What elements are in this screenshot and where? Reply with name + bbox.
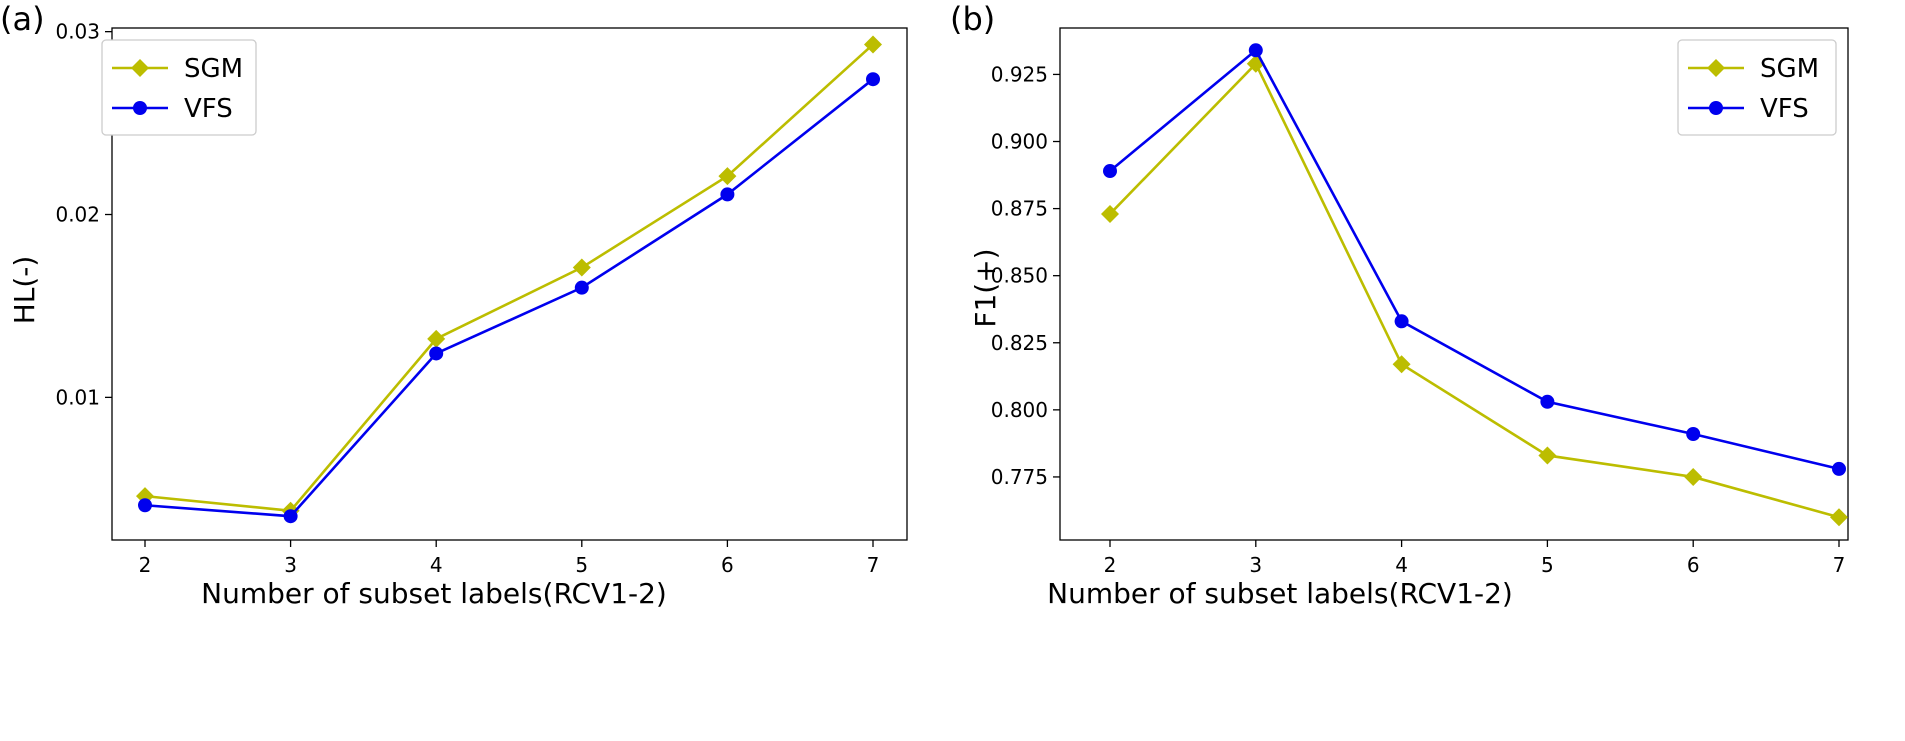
y-tick-label: 0.825 [991, 331, 1048, 355]
x-tick-label: 2 [139, 553, 152, 577]
data-point-sgm [718, 167, 737, 186]
data-point-sgm [1538, 446, 1557, 465]
x-axis-title: Number of subset labels(RCV1-2) [1047, 577, 1513, 610]
x-tick-label: 4 [1395, 553, 1408, 577]
legend-label-sgm: SGM [184, 54, 243, 84]
data-point-vfs [283, 509, 298, 524]
series-line-sgm [1109, 61, 1840, 519]
chart-panel-b: (b) 2 3 4 5 6 7 0.775 0.800 0.825 0.850 0.875 0.900 0… [950, 0, 1849, 610]
data-point-vfs [1832, 461, 1846, 476]
panel-label: (a) [0, 0, 45, 38]
data-point-vfs [866, 72, 880, 87]
data-point-vfs [1103, 164, 1117, 179]
x-tick-label: 3 [284, 553, 297, 577]
legend-marker-sgm [1707, 59, 1725, 77]
x-tick-label: 3 [1249, 553, 1262, 577]
legend-label-sgm: SGM [1760, 54, 1819, 84]
x-tick-label: 6 [1687, 553, 1700, 577]
data-point-vfs [138, 498, 152, 513]
data-point-vfs [1248, 43, 1263, 58]
x-tick-label: 2 [1104, 553, 1117, 577]
series-vfs [1103, 43, 1846, 476]
legend-label-vfs: VFS [1760, 94, 1809, 124]
series-vfs [138, 72, 880, 524]
legend-marker-sgm [131, 59, 149, 77]
data-point-vfs [720, 187, 735, 202]
legend: SGM VFS [101, 39, 257, 136]
y-tick-label: 0.900 [991, 130, 1048, 154]
data-point-vfs [1540, 394, 1555, 409]
data-point-sgm [864, 35, 882, 54]
x-tick-label: 5 [1541, 553, 1554, 577]
legend-label-vfs: VFS [184, 94, 233, 124]
legend-marker-vfs [1709, 101, 1723, 115]
data-point-vfs [1686, 427, 1701, 442]
series-line-vfs [144, 78, 874, 518]
chart-panel-a: (a) 2 3 4 5 6 7 0.01 0.02 0.03 Number of subset la… [0, 0, 908, 610]
y-tick-label: 0.875 [991, 197, 1048, 221]
x-axis-title: Number of subset labels(RCV1-2) [201, 577, 667, 610]
x-tick-label: 6 [721, 553, 734, 577]
y-tick-label: 0.775 [991, 465, 1048, 489]
y-axis-title: HL(-) [8, 256, 41, 325]
data-point-vfs [1394, 314, 1409, 329]
y-tick-label: 0.02 [55, 203, 100, 227]
data-point-sgm [1101, 204, 1119, 223]
x-tick-label: 5 [575, 553, 588, 577]
legend-marker-vfs [133, 101, 147, 115]
data-point-sgm [1684, 467, 1703, 486]
data-point-sgm [427, 329, 446, 348]
x-tick-label: 7 [867, 553, 880, 577]
x-tick-label: 4 [430, 553, 443, 577]
plot-frame [1059, 27, 1849, 541]
y-tick-label: 0.03 [55, 20, 100, 44]
data-point-sgm [1392, 355, 1411, 374]
y-tick-label: 0.800 [991, 398, 1048, 422]
x-tick-label: 7 [1833, 553, 1846, 577]
data-point-vfs [429, 346, 444, 361]
series-line-sgm [144, 43, 874, 513]
legend: SGM VFS [1677, 39, 1837, 136]
plot-frame [111, 27, 908, 541]
y-tick-label: 0.925 [991, 62, 1048, 86]
y-tick-label: 0.850 [991, 264, 1048, 288]
data-point-sgm [572, 258, 591, 277]
panel-label: (b) [950, 0, 995, 38]
series-line-vfs [1109, 48, 1840, 471]
data-point-sgm [1830, 508, 1848, 527]
data-point-vfs [574, 280, 589, 295]
y-tick-label: 0.01 [55, 385, 100, 409]
y-axis-title: F1(+) [969, 248, 1002, 327]
